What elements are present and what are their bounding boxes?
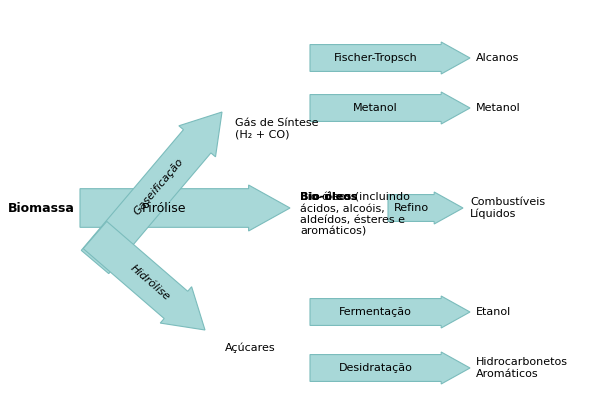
Text: Bio-óleos: Bio-óleos: [300, 192, 358, 202]
Text: Açúcares: Açúcares: [225, 343, 276, 353]
Polygon shape: [388, 192, 463, 224]
Text: Combustíveis
Líquidos: Combustíveis Líquidos: [470, 197, 545, 219]
Text: Refino: Refino: [394, 203, 429, 213]
Polygon shape: [310, 352, 470, 384]
Polygon shape: [310, 92, 470, 124]
Text: Bio-óleos: Bio-óleos: [300, 192, 358, 202]
Text: Gás de Síntese
(H₂ + CO): Gás de Síntese (H₂ + CO): [235, 118, 318, 139]
Polygon shape: [310, 296, 470, 328]
Text: Metanol: Metanol: [476, 103, 521, 113]
Text: Fischer-Tropsch: Fischer-Tropsch: [333, 53, 417, 63]
Text: Fermentação: Fermentação: [339, 307, 412, 317]
Text: Hidrocarbonetos
Aromáticos: Hidrocarbonetos Aromáticos: [476, 357, 568, 379]
Polygon shape: [81, 112, 222, 273]
Text: Etanol: Etanol: [476, 307, 511, 317]
Text: Bio-óleos (incluindo
ácidos, alcoóis,
aldeídos, ésteres e
aromáticos): Bio-óleos (incluindo ácidos, alcoóis, al…: [300, 192, 410, 237]
Polygon shape: [83, 221, 205, 330]
Text: Pirólise: Pirólise: [142, 202, 186, 215]
Polygon shape: [80, 185, 290, 231]
Text: Gaseificação: Gaseificação: [131, 157, 185, 217]
Text: Alcanos: Alcanos: [476, 53, 519, 63]
Text: Hidrólise: Hidrólise: [128, 263, 172, 302]
Text: Desidratação: Desidratação: [339, 363, 412, 373]
Text: Biomassa: Biomassa: [8, 202, 75, 215]
Text: Metanol: Metanol: [353, 103, 398, 113]
Polygon shape: [310, 42, 470, 74]
